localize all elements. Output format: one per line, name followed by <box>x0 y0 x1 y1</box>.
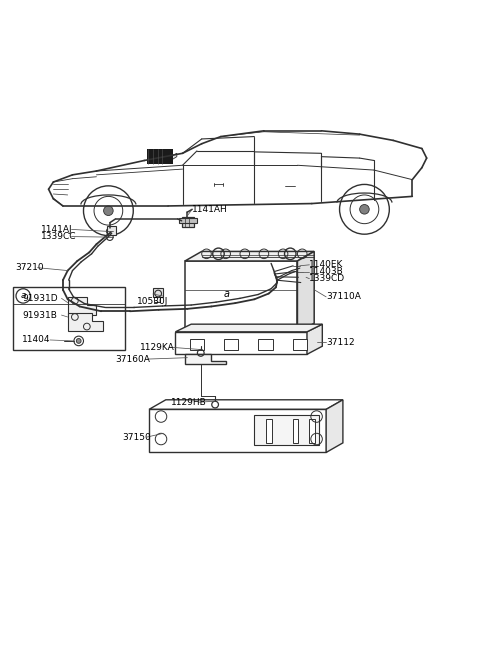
Text: 1339CC: 1339CC <box>41 232 77 241</box>
Text: 91931D: 91931D <box>22 294 58 303</box>
Text: 37110A: 37110A <box>326 293 361 301</box>
Text: 1141AH: 1141AH <box>192 205 228 214</box>
Polygon shape <box>298 251 314 333</box>
Bar <box>181 217 193 226</box>
Text: a: a <box>224 289 229 298</box>
Circle shape <box>104 206 113 216</box>
Polygon shape <box>307 324 323 354</box>
Circle shape <box>303 281 307 285</box>
Polygon shape <box>175 332 307 354</box>
Polygon shape <box>185 251 314 261</box>
Text: 37150: 37150 <box>123 432 152 441</box>
Circle shape <box>76 338 81 343</box>
Polygon shape <box>68 297 96 315</box>
Bar <box>153 288 163 297</box>
Polygon shape <box>149 409 326 453</box>
Text: 11403B: 11403B <box>310 267 344 276</box>
Text: 37112: 37112 <box>326 338 355 347</box>
Text: 1129HB: 1129HB <box>170 398 206 407</box>
Bar <box>310 419 315 443</box>
Polygon shape <box>68 313 103 331</box>
Polygon shape <box>185 354 226 364</box>
Bar <box>107 226 116 235</box>
Polygon shape <box>326 400 343 453</box>
Polygon shape <box>254 415 319 445</box>
Bar <box>147 150 173 164</box>
Circle shape <box>300 276 304 279</box>
Bar <box>224 339 239 350</box>
Text: a: a <box>21 291 26 300</box>
Bar <box>179 218 197 222</box>
Text: 1129KA: 1129KA <box>140 342 174 352</box>
Text: 1339CD: 1339CD <box>310 274 346 283</box>
Text: 11404: 11404 <box>22 335 51 344</box>
Circle shape <box>360 205 369 214</box>
Text: 37210: 37210 <box>15 263 44 272</box>
Polygon shape <box>185 261 298 333</box>
Text: 1140EK: 1140EK <box>310 260 344 270</box>
Bar <box>266 419 272 443</box>
Bar <box>293 339 307 350</box>
Text: 91931B: 91931B <box>22 310 57 319</box>
Text: 10530J: 10530J <box>137 297 168 306</box>
Text: 37160A: 37160A <box>116 355 150 363</box>
Bar <box>258 339 273 350</box>
Bar <box>190 339 204 350</box>
Polygon shape <box>149 400 343 409</box>
Polygon shape <box>175 324 323 332</box>
Bar <box>12 287 125 350</box>
Polygon shape <box>170 154 177 161</box>
Text: 1141AJ: 1141AJ <box>41 225 73 234</box>
Bar <box>293 419 299 443</box>
